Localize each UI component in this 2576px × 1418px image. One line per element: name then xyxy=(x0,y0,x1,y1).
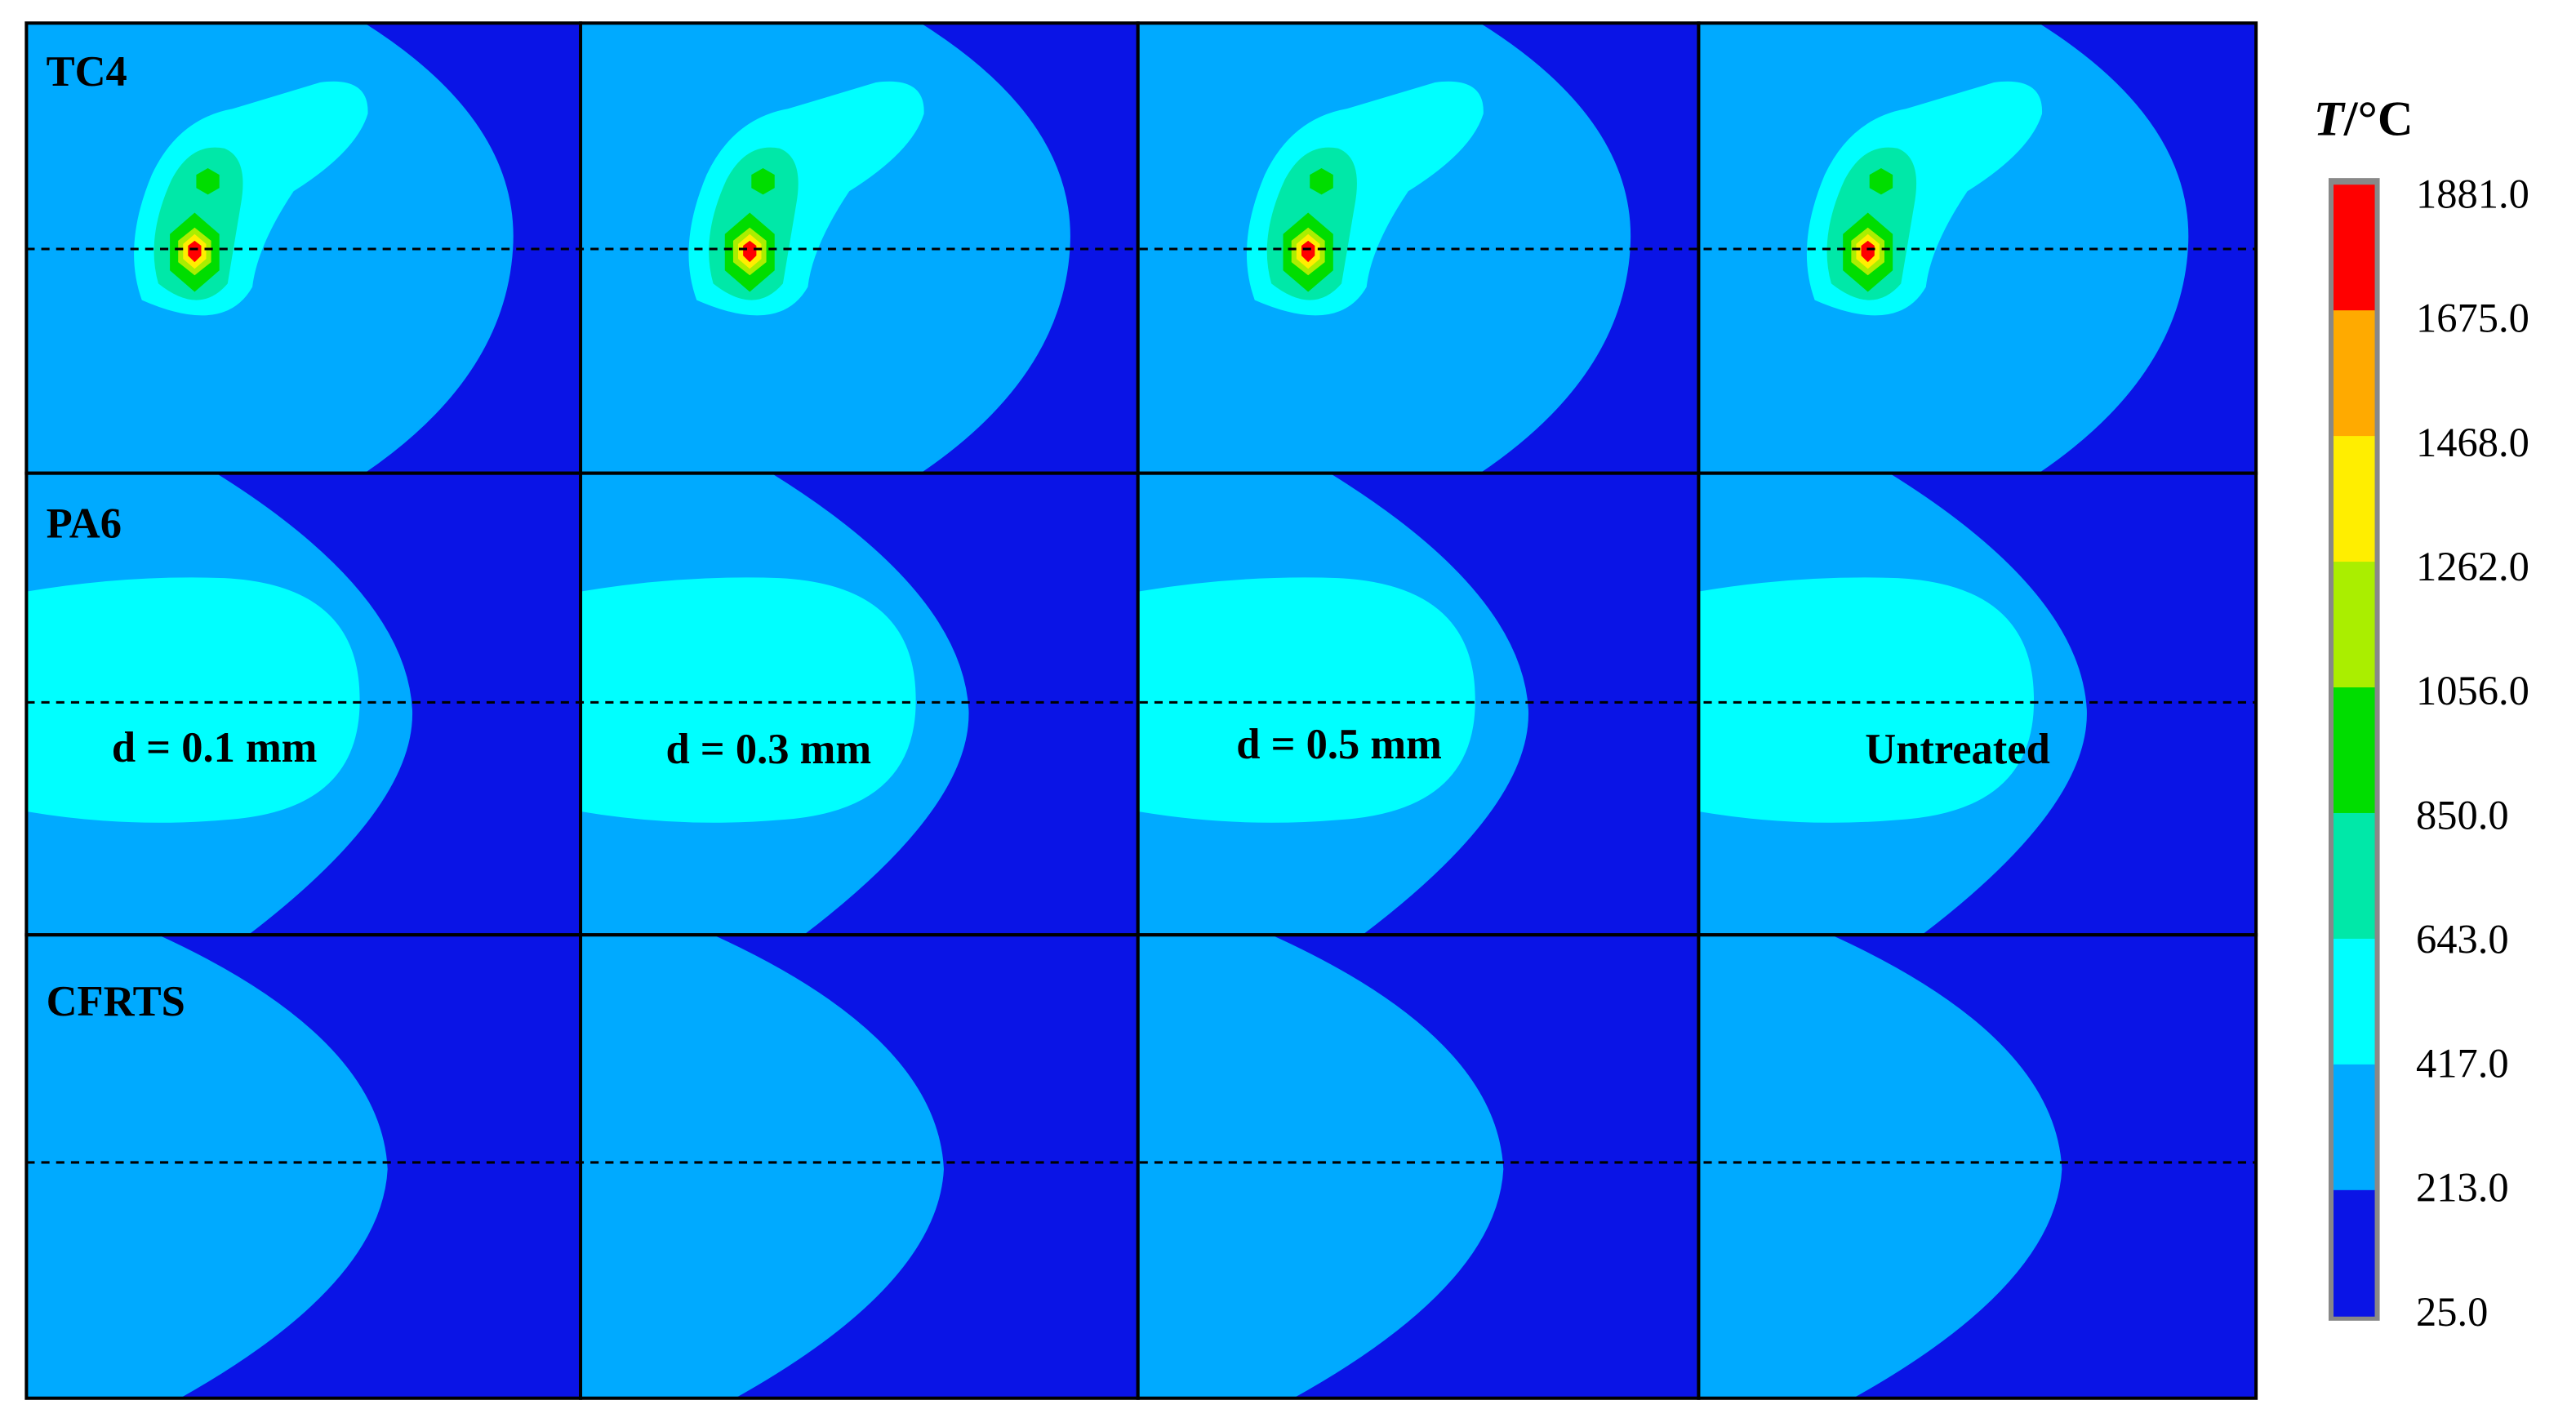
colorbar-band xyxy=(2334,1064,2375,1191)
colorbar-band xyxy=(2334,687,2375,814)
colorbar-band xyxy=(2334,812,2375,940)
colorbar-label: 1675.0 xyxy=(2416,296,2529,341)
colorbar-label: 1881.0 xyxy=(2416,171,2529,216)
colorbar-label: 213.0 xyxy=(2416,1165,2509,1211)
colorbar-label: 1056.0 xyxy=(2416,668,2529,713)
row-label: CFRTS xyxy=(47,978,185,1025)
column-label: d = 0.1 mm xyxy=(112,724,318,771)
contour xyxy=(581,473,1138,936)
panel xyxy=(581,473,1138,936)
colorbar-label: 850.0 xyxy=(2416,792,2509,838)
colorbar-band xyxy=(2334,1189,2375,1317)
colorbar-band xyxy=(2334,938,2375,1065)
contour xyxy=(1137,935,1699,1398)
colorbar-title: T/°C xyxy=(2314,92,2414,147)
panel xyxy=(1698,935,2257,1398)
colorbar-label: 25.0 xyxy=(2416,1289,2488,1335)
panel-border xyxy=(1697,933,2258,1400)
row-label: PA6 xyxy=(47,500,122,547)
colorbar-label: 1468.0 xyxy=(2416,420,2529,465)
panel xyxy=(581,935,1138,1398)
colorbar-label: 643.0 xyxy=(2416,916,2509,962)
panel-labels: TC4 PA6 CFRTS d = 0.1 mm d = 0.3 mm d = 0.5 m… xyxy=(47,48,2050,1025)
colorbar-label: 1262.0 xyxy=(2416,544,2529,589)
panel xyxy=(1137,935,1699,1398)
contour xyxy=(581,935,1138,1398)
column-label: Untreated xyxy=(1865,726,2049,773)
contour xyxy=(1698,473,2257,936)
panel xyxy=(1698,473,2257,936)
colorbar-band xyxy=(2334,436,2375,563)
colorbar-band xyxy=(2334,562,2375,689)
colorbar-label: 417.0 xyxy=(2416,1041,2509,1087)
panel xyxy=(1137,473,1699,936)
contour xyxy=(1137,473,1699,936)
contour xyxy=(1698,935,2257,1398)
colorbar-band xyxy=(2334,310,2375,438)
colorbar-symbol: T xyxy=(2314,92,2346,147)
row-label: TC4 xyxy=(47,48,127,96)
column-label: d = 0.3 mm xyxy=(665,726,871,773)
column-label: d = 0.5 mm xyxy=(1236,721,1442,768)
contour-panels xyxy=(24,21,2258,1400)
colorbar-unit: /°C xyxy=(2343,92,2414,147)
colorbar: T/°C 1881.0 1675.0 1468.0 1262.0 1056.0 850.0… xyxy=(2314,92,2529,1335)
colorbar-band xyxy=(2334,184,2375,312)
